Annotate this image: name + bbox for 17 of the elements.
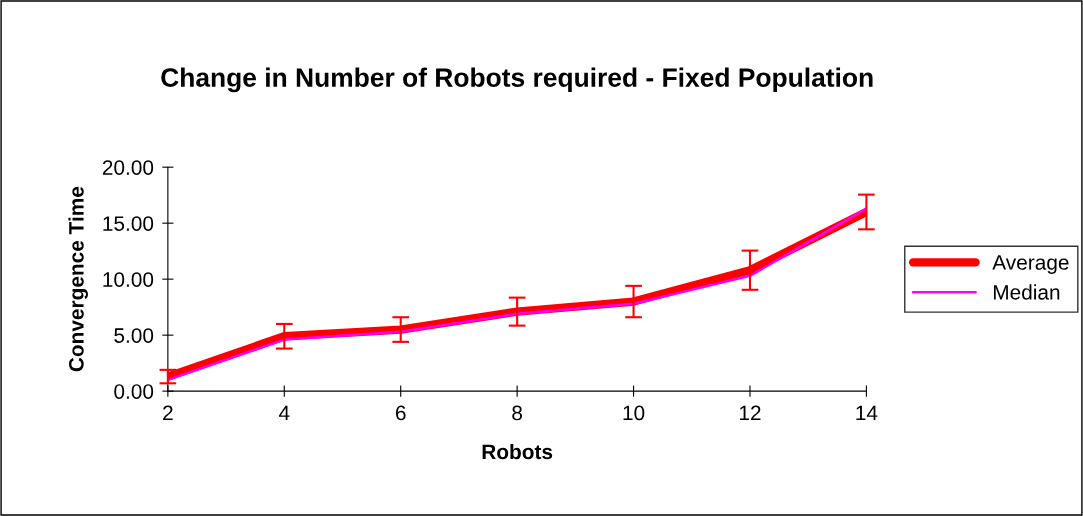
x-axis-title: Robots xyxy=(482,443,553,460)
x-tick-label: 8 xyxy=(512,405,523,421)
legend-label: Median xyxy=(993,284,1060,300)
x-tick-label: 14 xyxy=(856,405,878,421)
x-tick-label: 10 xyxy=(623,405,645,421)
y-tick-label: 15.00 xyxy=(103,216,154,231)
x-tick-label: 2 xyxy=(163,405,173,421)
y-tick-label: 20.00 xyxy=(102,160,154,175)
y-tick-label: 10.00 xyxy=(103,272,154,287)
y-tick-label: 5.00 xyxy=(114,328,154,343)
legend-label: Average xyxy=(992,255,1069,274)
y-axis-title: Convergence Time xyxy=(68,186,88,372)
y-tick-label: 0.00 xyxy=(114,384,154,399)
x-tick-label: 6 xyxy=(395,405,406,421)
chart-title: Change in Number of Robots required - Fixed Population xyxy=(161,67,873,93)
x-tick-label: 12 xyxy=(739,405,761,421)
x-tick-label: 4 xyxy=(278,405,290,421)
